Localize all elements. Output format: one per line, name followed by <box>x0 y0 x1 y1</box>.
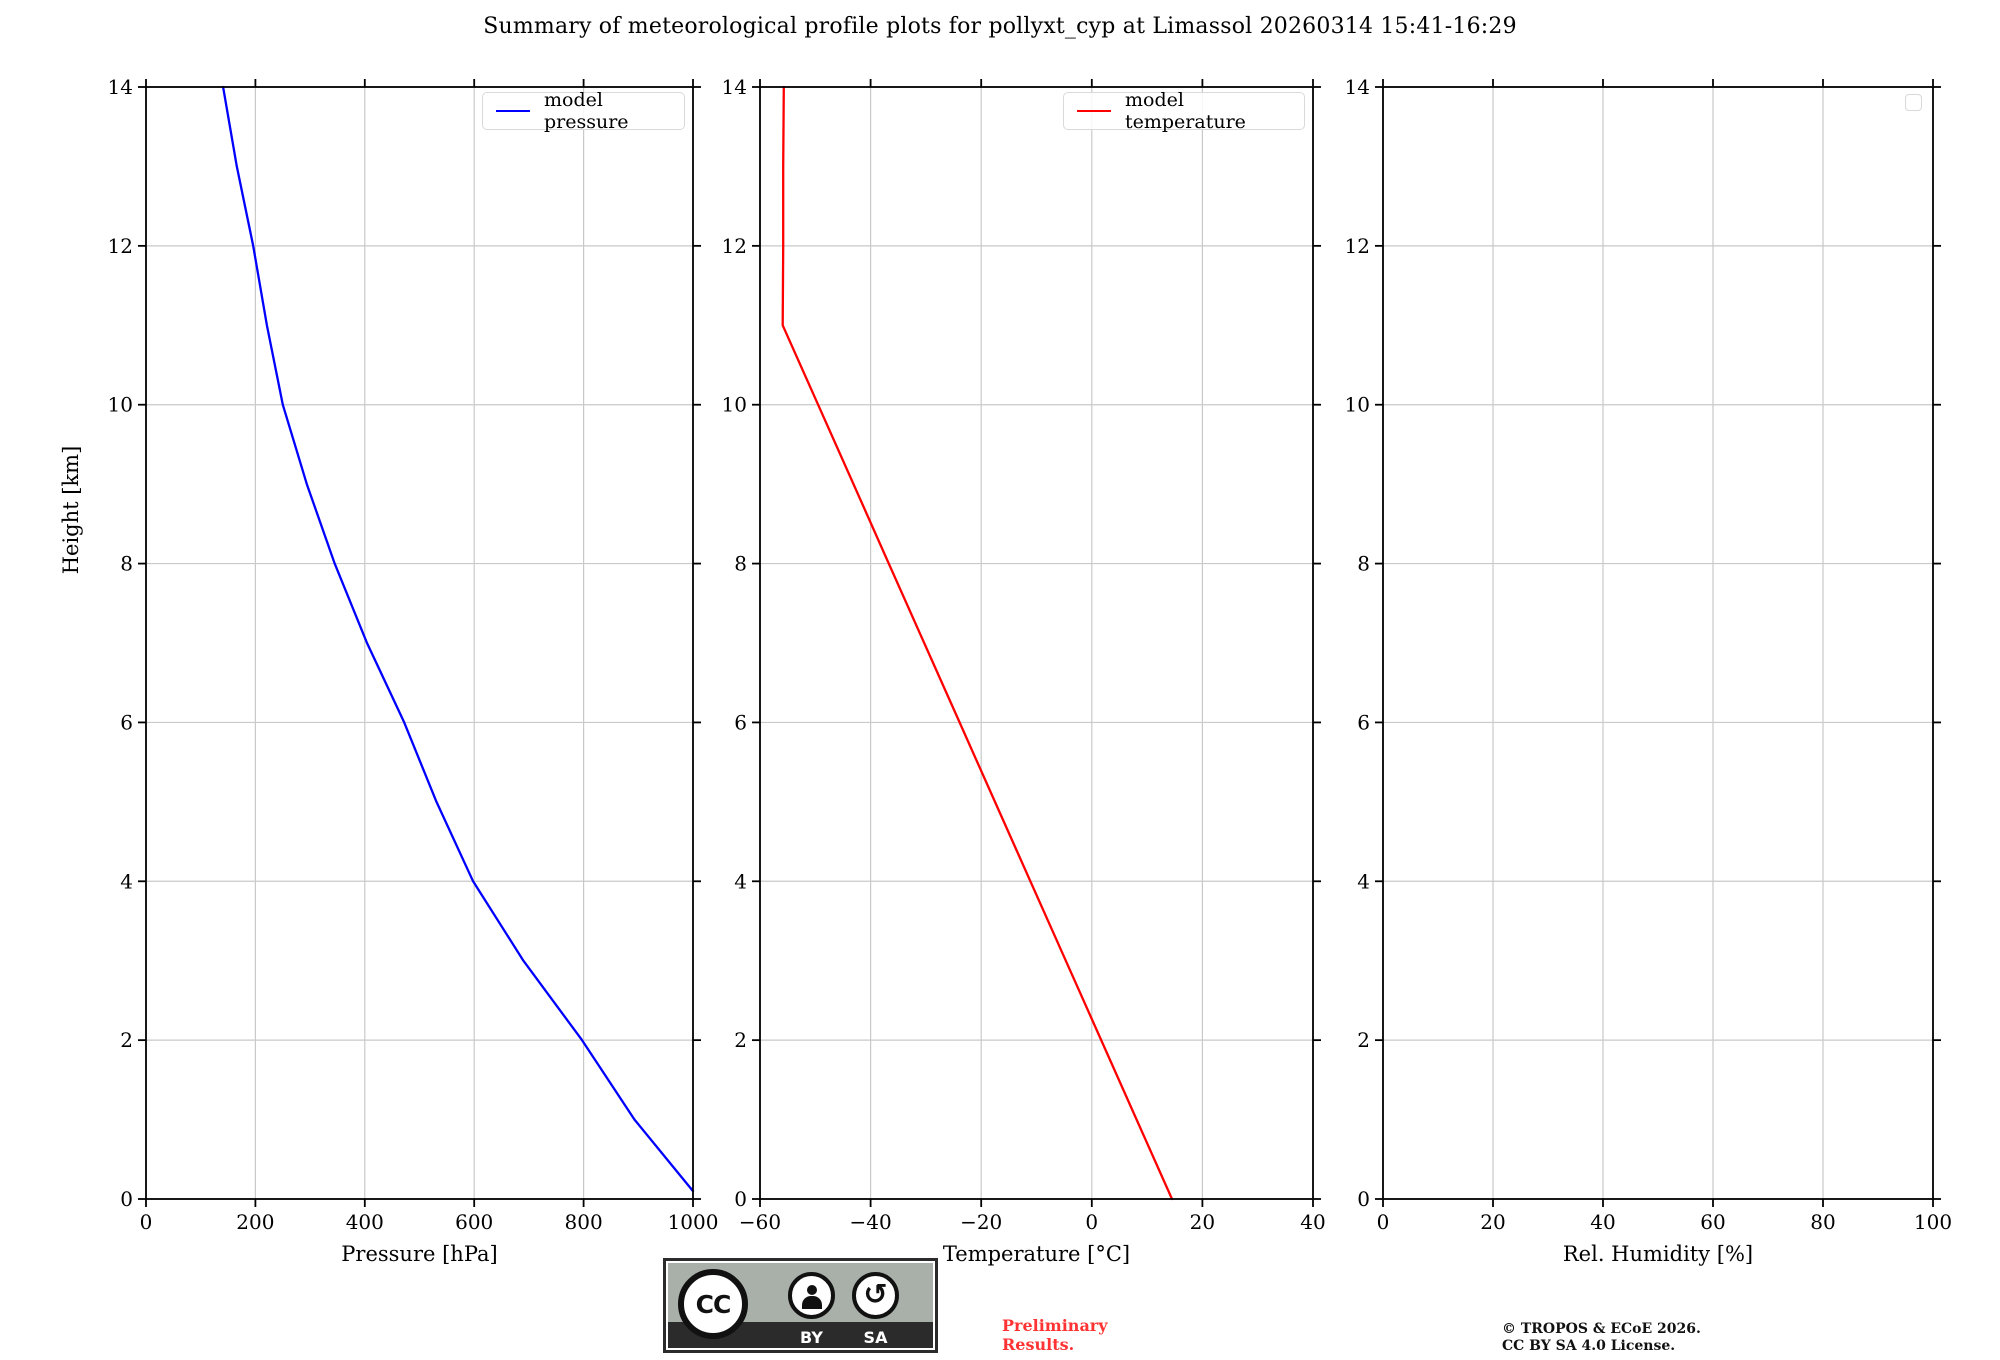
temperature-line-sample <box>1077 109 1111 113</box>
y-tick-label: 6 <box>734 710 747 734</box>
y-tick-label: 14 <box>1345 75 1370 99</box>
legend-label-temperature: model temperature <box>1125 89 1246 133</box>
y-tick-label: 10 <box>108 393 133 417</box>
x-tick-label: 0 <box>1085 1210 1098 1234</box>
x-tick-label: 100 <box>1914 1210 1952 1234</box>
cc-license-badge: CC ↺ BY SA <box>663 1258 938 1353</box>
y-tick-label: 0 <box>734 1187 747 1211</box>
x-tick-label: 800 <box>565 1210 603 1234</box>
x-tick-label: 20 <box>1190 1210 1215 1234</box>
y-tick-label: 14 <box>722 75 747 99</box>
y-tick-label: 8 <box>734 552 747 576</box>
y-tick-label: 8 <box>1357 552 1370 576</box>
x-tick-label: −40 <box>849 1210 891 1234</box>
y-tick-label: 4 <box>1357 869 1370 893</box>
axes-spines <box>759 86 1314 1200</box>
share-alike-arrow-icon: ↺ <box>852 1272 899 1319</box>
model-temperature-line <box>781 85 1174 1201</box>
x-axis-label: Temperature [°C] <box>943 1242 1130 1266</box>
y-tick-label: 10 <box>722 393 747 417</box>
axes-spines <box>145 86 694 1200</box>
y-tick-label: 10 <box>1345 393 1370 417</box>
preliminary-line1: Preliminary <box>1002 1316 1108 1335</box>
y-axis-label: Height [km] <box>59 446 83 575</box>
y-tick-label: 12 <box>1345 234 1370 258</box>
pressure-line-sample <box>496 109 530 113</box>
y-tick-label: 2 <box>734 1028 747 1052</box>
x-tick-label: 80 <box>1810 1210 1835 1234</box>
x-tick-label: −60 <box>739 1210 781 1234</box>
x-tick-label: 20 <box>1480 1210 1505 1234</box>
preliminary-results-note: Preliminary Results. <box>1002 1316 1108 1354</box>
legend-empty-humidity <box>1905 94 1922 111</box>
y-tick-label: 4 <box>734 869 747 893</box>
x-axis-label: Rel. Humidity [%] <box>1563 1242 1753 1266</box>
humidity-panel: 0 20 40 60 80 100 0 2 4 6 8 10 12 14 Rel. Humidity [%] <box>1345 75 1953 1266</box>
x-axis-label: Pressure [hPa] <box>341 1242 497 1266</box>
cc-logo-icon: CC <box>678 1269 748 1339</box>
x-tick-label: 0 <box>1377 1210 1390 1234</box>
x-tick-label: 0 <box>140 1210 153 1234</box>
legend-model-temperature: model temperature <box>1063 89 1305 133</box>
copyright-note: © TROPOS & ECoE 2026. CC BY SA 4.0 Licen… <box>1502 1321 1701 1355</box>
copyright-line2: CC BY SA 4.0 License. <box>1502 1338 1676 1354</box>
y-tick-label: 0 <box>1357 1187 1370 1211</box>
y-tick-label: 0 <box>120 1187 133 1211</box>
x-tick-label: 1000 <box>668 1210 719 1234</box>
y-tick-label: 8 <box>120 552 133 576</box>
cc-logo-text: CC <box>695 1289 732 1319</box>
copyright-line1: © TROPOS & ECoE 2026. <box>1502 1321 1701 1337</box>
figure-title: Summary of meteorological profile plots … <box>483 14 1517 39</box>
person-head <box>806 1284 817 1295</box>
legend-model-pressure: model pressure <box>482 89 685 133</box>
badge-sa-label: SA <box>863 1328 888 1347</box>
legend-label-pressure: model pressure <box>544 89 629 133</box>
model-pressure-line <box>221 85 695 1193</box>
y-tick-label: 2 <box>1357 1028 1370 1052</box>
preliminary-line2: Results. <box>1002 1335 1075 1354</box>
y-tick-label: 12 <box>108 234 133 258</box>
x-tick-label: 600 <box>455 1210 493 1234</box>
y-tick-label: 14 <box>108 75 133 99</box>
y-tick-label: 4 <box>120 869 133 893</box>
badge-by-label: BY <box>800 1328 823 1347</box>
attribution-person-icon <box>788 1272 835 1319</box>
x-tick-label: 40 <box>1300 1210 1325 1234</box>
x-tick-label: 40 <box>1590 1210 1615 1234</box>
temperature-panel: −60 −40 −20 0 20 40 0 2 4 6 8 10 12 14 Temperature [°C… <box>722 75 1326 1266</box>
x-tick-label: 60 <box>1700 1210 1725 1234</box>
y-tick-label: 6 <box>120 710 133 734</box>
y-tick-label: 6 <box>1357 710 1370 734</box>
x-tick-label: 200 <box>236 1210 274 1234</box>
y-tick-label: 2 <box>120 1028 133 1052</box>
y-tick-label: 12 <box>722 234 747 258</box>
axes-spines <box>1382 86 1934 1200</box>
x-tick-label: −20 <box>960 1210 1002 1234</box>
x-tick-label: 400 <box>346 1210 384 1234</box>
person-torso <box>801 1295 822 1309</box>
pressure-panel: 0 200 400 600 800 1000 0 2 4 6 8 10 12 14 Pressure [hP… <box>108 75 719 1266</box>
